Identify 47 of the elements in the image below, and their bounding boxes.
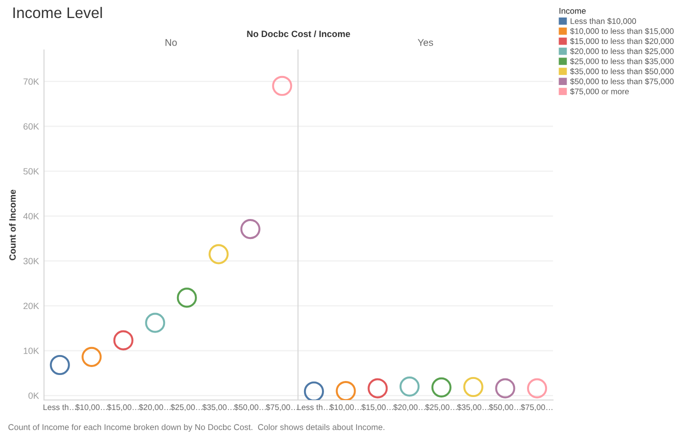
x-tick-label: $10,00… <box>75 404 107 412</box>
y-tick-label: 70K <box>24 78 40 85</box>
x-tick-label: $50,00… <box>488 404 520 412</box>
legend-label: $25,000 to less than $35,000 <box>570 58 674 66</box>
legend-label: $75,000 or more <box>570 88 629 96</box>
chart-title: No <box>166 39 177 46</box>
point <box>113 330 134 350</box>
y-tick-label: 40K <box>23 212 40 220</box>
y-tick-label: 60K <box>24 123 40 130</box>
x-tick-label: $15,00… <box>107 404 139 412</box>
y-tick-label: 30K <box>23 258 40 264</box>
x-tick-label: $75,00… <box>266 404 298 412</box>
y-tick-label: 50K <box>23 168 40 175</box>
point <box>272 76 292 96</box>
x-tick-label: Less th… <box>298 404 330 410</box>
y-tick-label: 20K <box>24 302 40 310</box>
x-tick-label: $35,00… <box>202 404 234 412</box>
point <box>240 219 260 240</box>
legend-label: $20,000 to less than $25,000 <box>570 48 674 56</box>
legend-label: $50,000 to less than $75,000 <box>570 78 674 86</box>
y-tick-label: 0K <box>28 392 40 399</box>
text: No Docbc Cost / Income <box>247 30 350 38</box>
legend-title: Income <box>560 8 586 14</box>
x-tick-label: $25,00… <box>425 404 457 412</box>
text: Count of Income for each Income broken down by No Docbc Cost. Color shows details about Income. <box>8 424 384 432</box>
x-tick-label: $25,00… <box>170 404 202 412</box>
x-tick-label: $50,00… <box>234 404 266 412</box>
x-tick-label: $15,00… <box>361 404 393 412</box>
point <box>208 244 229 264</box>
y-tick-label: 10K <box>24 348 40 354</box>
text: Income Level <box>13 6 102 18</box>
legend-label: Less than $10,000 <box>570 18 636 25</box>
point <box>176 288 197 308</box>
x-tick-label: $20,00… <box>393 404 425 412</box>
x-tick-label: $75,00… <box>520 404 552 412</box>
legend-label: $15,000 to less than $20,000 <box>570 38 674 45</box>
point <box>50 354 70 376</box>
x-tick-label: $10,00… <box>330 404 362 412</box>
point <box>82 346 102 367</box>
legend-label: $10,000 to less than $15,000 <box>570 28 674 35</box>
x-tick-label: $35,00… <box>457 404 489 412</box>
x-tick-label: $20,00… <box>138 404 170 412</box>
y-axis-title: Count of Income <box>9 190 16 260</box>
x-tick-label: Less th… <box>44 404 76 410</box>
point <box>145 312 166 333</box>
chart-title: Yes <box>418 39 434 46</box>
legend-label: $35,000 to less than $50,000 <box>570 68 674 76</box>
